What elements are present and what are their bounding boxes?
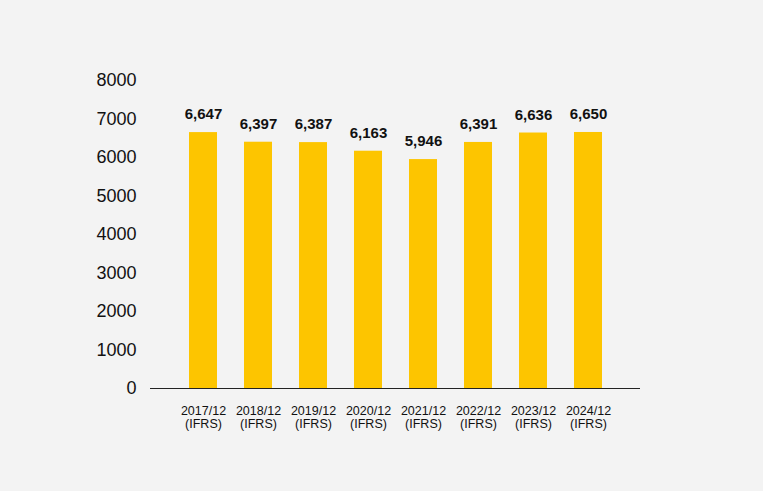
svg-text:0: 0 [126, 378, 136, 398]
svg-text:2000: 2000 [96, 301, 136, 321]
svg-text:6,163: 6,163 [350, 124, 388, 141]
svg-text:7000: 7000 [96, 109, 136, 129]
svg-text:5000: 5000 [96, 186, 136, 206]
svg-text:2024/12(IFRS): 2024/12(IFRS) [566, 404, 611, 431]
svg-text:2021/12(IFRS): 2021/12(IFRS) [401, 404, 446, 431]
svg-text:2017/12(IFRS): 2017/12(IFRS) [181, 404, 226, 431]
svg-text:2022/12(IFRS): 2022/12(IFRS) [456, 404, 501, 431]
svg-text:6,650: 6,650 [570, 105, 608, 122]
svg-text:6,397: 6,397 [240, 115, 278, 132]
svg-text:6,387: 6,387 [295, 115, 333, 132]
svg-text:5,946: 5,946 [405, 132, 443, 149]
svg-text:2020/12(IFRS): 2020/12(IFRS) [346, 404, 391, 431]
svg-text:6,391: 6,391 [460, 115, 498, 132]
svg-text:8000: 8000 [96, 70, 136, 90]
svg-text:2023/12(IFRS): 2023/12(IFRS) [511, 404, 556, 431]
svg-text:6,647: 6,647 [185, 105, 223, 122]
svg-text:6,636: 6,636 [515, 106, 553, 123]
svg-text:1000: 1000 [96, 340, 136, 360]
svg-text:6000: 6000 [96, 147, 136, 167]
svg-text:2019/12(IFRS): 2019/12(IFRS) [291, 404, 336, 431]
svg-text:4000: 4000 [96, 224, 136, 244]
svg-text:2018/12(IFRS): 2018/12(IFRS) [236, 404, 281, 431]
svg-text:3000: 3000 [96, 263, 136, 283]
